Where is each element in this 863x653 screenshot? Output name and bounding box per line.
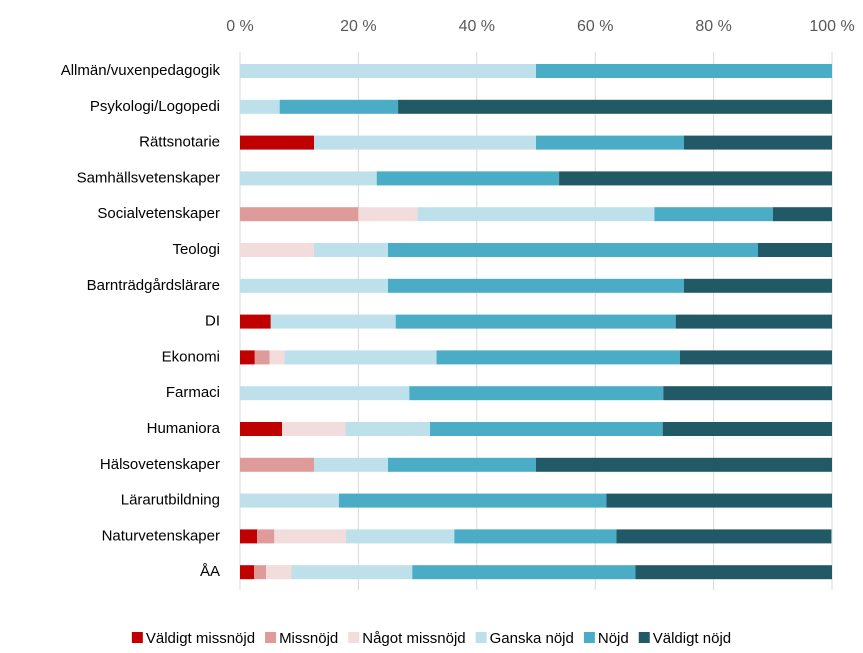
bar-segment	[409, 386, 664, 401]
y-tick-label: Farmaci	[166, 384, 220, 401]
bar-segment	[240, 422, 283, 436]
bar-segment	[240, 565, 255, 580]
bar-segment	[606, 493, 832, 508]
legend-label: Ganska nöjd	[490, 630, 574, 647]
bar-segment	[269, 350, 285, 365]
bar-segment	[663, 386, 832, 401]
bar-segment	[679, 350, 832, 365]
bar-segment	[282, 422, 346, 436]
bar-segment	[240, 314, 271, 329]
y-tick-label: Rättsnotarie	[139, 134, 220, 151]
bar-segment	[758, 243, 832, 257]
legend-label: Väldigt nöjd	[653, 630, 731, 647]
bar-segment	[240, 99, 280, 114]
bar-segment	[240, 386, 410, 401]
legend-label: Väldigt missnöjd	[146, 630, 255, 647]
bar-segment	[314, 243, 388, 257]
bar-segment	[675, 314, 832, 329]
bar-segment	[388, 278, 684, 293]
bar-segment	[270, 314, 396, 329]
legend-label: Nöjd	[598, 630, 629, 647]
legend-label: Något missnöjd	[362, 630, 465, 647]
bar-segment	[684, 278, 832, 293]
bar-segment	[345, 529, 455, 544]
bar-segment	[388, 457, 536, 472]
bar-segment	[338, 493, 607, 508]
y-tick-label: Barnträdgårdslärare	[87, 277, 220, 294]
bar-segment	[654, 207, 773, 222]
bar-segment	[417, 207, 655, 222]
bar-segment	[376, 171, 560, 186]
bar-segment	[266, 565, 292, 580]
bar-segment	[240, 457, 314, 472]
bar-segment	[536, 135, 684, 150]
y-tick-label: Psykologi/Logopedi	[90, 98, 220, 115]
bar-segment	[291, 565, 413, 580]
legend-swatch	[265, 632, 277, 643]
bar-segment	[616, 529, 832, 544]
x-tick-label: 80 %	[695, 18, 731, 35]
bar-segment	[240, 135, 314, 150]
bar-segment	[240, 493, 339, 508]
x-tick-label: 100 %	[809, 18, 854, 35]
bar-segment	[254, 350, 270, 365]
bar-segment	[279, 99, 399, 114]
bar-segment	[240, 243, 314, 257]
bar-segment	[314, 135, 536, 150]
legend-swatch	[583, 632, 595, 643]
bar-segment	[684, 135, 832, 150]
y-tick-label: DI	[205, 313, 220, 330]
bar-segment	[358, 207, 418, 222]
bar-segment	[398, 99, 832, 114]
bar-segment	[388, 243, 758, 257]
x-tick-label: 40 %	[459, 18, 495, 35]
bar-segment	[274, 529, 346, 544]
bar-segment	[395, 314, 676, 329]
bar-segment	[240, 64, 536, 78]
y-tick-label: Naturvetenskaper	[102, 527, 220, 544]
legend-swatch	[638, 632, 650, 643]
bar-segment	[240, 529, 258, 544]
bar-segment	[284, 350, 437, 365]
legend-swatch	[348, 632, 360, 643]
y-tick-label: Teologi	[172, 241, 220, 258]
bar-segment	[240, 278, 388, 293]
legend-swatch	[131, 632, 143, 643]
y-tick-label: ÅA	[200, 563, 220, 580]
y-tick-label: Allmän/vuxenpedagogik	[61, 62, 221, 79]
legend-label: Missnöjd	[279, 630, 338, 647]
bar-segment	[314, 457, 388, 472]
bar-segment	[345, 422, 431, 436]
bar-segment	[254, 565, 267, 580]
bar-segment	[536, 457, 832, 472]
legend-swatch	[475, 632, 487, 643]
bar-segment	[635, 565, 832, 580]
y-tick-label: Samhällsvetenskaper	[77, 169, 220, 186]
x-tick-label: 0 %	[226, 18, 254, 35]
y-tick-label: Humaniora	[147, 420, 221, 437]
bar-segment	[257, 529, 275, 544]
bar-segment	[559, 171, 832, 186]
bar-segment	[436, 350, 680, 365]
bar-segment	[240, 207, 359, 222]
bar-segment	[412, 565, 636, 580]
bar-segment	[662, 422, 832, 436]
bar-segment	[454, 529, 617, 544]
y-tick-label: Socialvetenskaper	[97, 205, 220, 222]
bar-segment	[430, 422, 663, 436]
bar-segment	[240, 350, 255, 365]
y-tick-label: Ekonomi	[162, 348, 220, 365]
x-tick-label: 60 %	[577, 18, 613, 35]
y-tick-label: Lärarutbildning	[121, 492, 220, 509]
x-tick-label: 20 %	[340, 18, 376, 35]
bar-segment	[240, 171, 377, 186]
bar-segment	[772, 207, 832, 222]
y-tick-label: Hälsovetenskaper	[100, 456, 220, 473]
bar-segment	[536, 64, 832, 78]
